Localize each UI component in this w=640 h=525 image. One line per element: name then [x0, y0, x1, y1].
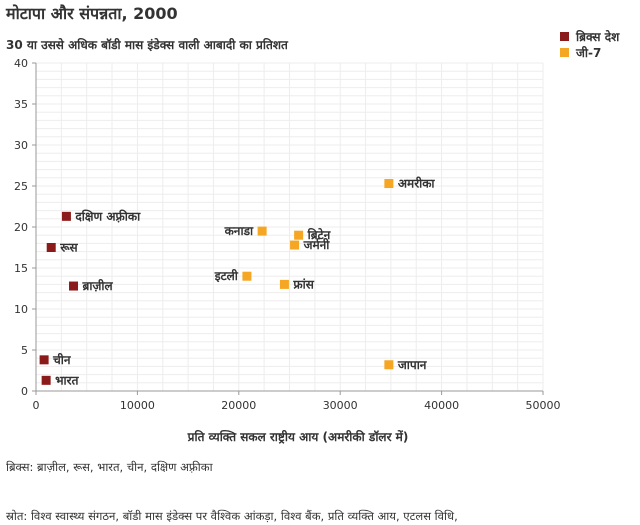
data-point-g7 — [279, 279, 289, 289]
y-tick-label: 25 — [14, 180, 28, 193]
x-tick-label: 40000 — [424, 399, 459, 412]
data-label: दक्षिण अफ़्रीका — [74, 209, 141, 223]
y-tick-label: 5 — [21, 344, 28, 357]
data-point-g7 — [290, 240, 300, 250]
x-axis-label: प्रति व्यक्ति सकल राष्ट्रीय आय (अमरीकी ड… — [187, 430, 409, 444]
data-label: भारत — [55, 373, 79, 387]
data-label: रूस — [59, 241, 78, 255]
y-tick-label: 40 — [14, 57, 28, 70]
chart-title: मोटापा और संपन्नता, 2000 — [6, 4, 178, 23]
y-tick-label: 30 — [14, 139, 28, 152]
data-label: अमरीका — [398, 177, 436, 191]
legend-item-brics: ब्रिक्स देश — [560, 28, 619, 44]
data-label: ब्रिटेन — [307, 228, 332, 242]
x-tick-label: 20000 — [221, 399, 256, 412]
footnote: ब्रिक्स: ब्राज़ील, रूस, भारत, चीन, दक्षि… — [6, 460, 213, 474]
y-tick-label: 0 — [21, 385, 28, 398]
legend-swatch-g7 — [560, 47, 569, 57]
data-label: ब्राज़ील — [82, 279, 114, 293]
data-point-brics — [41, 375, 51, 385]
data-label: फ्रांस — [292, 277, 314, 291]
x-tick-label: 10000 — [120, 399, 155, 412]
legend-swatch-brics — [560, 31, 569, 41]
legend-label-brics: ब्रिक्स देश — [576, 29, 620, 44]
legend: ब्रिक्स देश जी-7 — [560, 28, 619, 60]
x-tick-label: 50000 — [526, 399, 561, 412]
data-label: जापान — [397, 358, 428, 372]
data-point-g7 — [384, 360, 394, 370]
x-tick-label: 0 — [33, 399, 40, 412]
data-point-brics — [61, 211, 71, 221]
data-label: कनाडा — [224, 224, 254, 238]
y-tick-label: 35 — [14, 98, 28, 111]
data-label: चीन — [52, 353, 72, 367]
legend-item-g7: जी-7 — [560, 44, 619, 60]
x-tick-label: 30000 — [323, 399, 358, 412]
data-point-g7 — [257, 226, 267, 236]
data-point-g7 — [384, 179, 394, 189]
legend-label-g7: जी-7 — [576, 45, 602, 60]
data-point-brics — [39, 355, 49, 365]
data-label: इटली — [214, 269, 239, 283]
data-point-brics — [46, 243, 56, 252]
y-tick-label: 20 — [14, 221, 28, 234]
source-note: स्रोत: विश्व स्वास्थ्य संगठन, बॉडी मास इ… — [6, 509, 458, 523]
y-tick-label: 10 — [14, 303, 28, 316]
data-point-g7 — [242, 271, 252, 281]
y-tick-label: 15 — [14, 262, 28, 275]
data-label: जर्मनी — [303, 238, 331, 252]
data-point-g7 — [294, 230, 304, 240]
data-point-brics — [69, 281, 79, 291]
chart-subtitle: 30 या उससे अधिक बॉडी मास इंडेक्स वाली आब… — [6, 38, 288, 52]
